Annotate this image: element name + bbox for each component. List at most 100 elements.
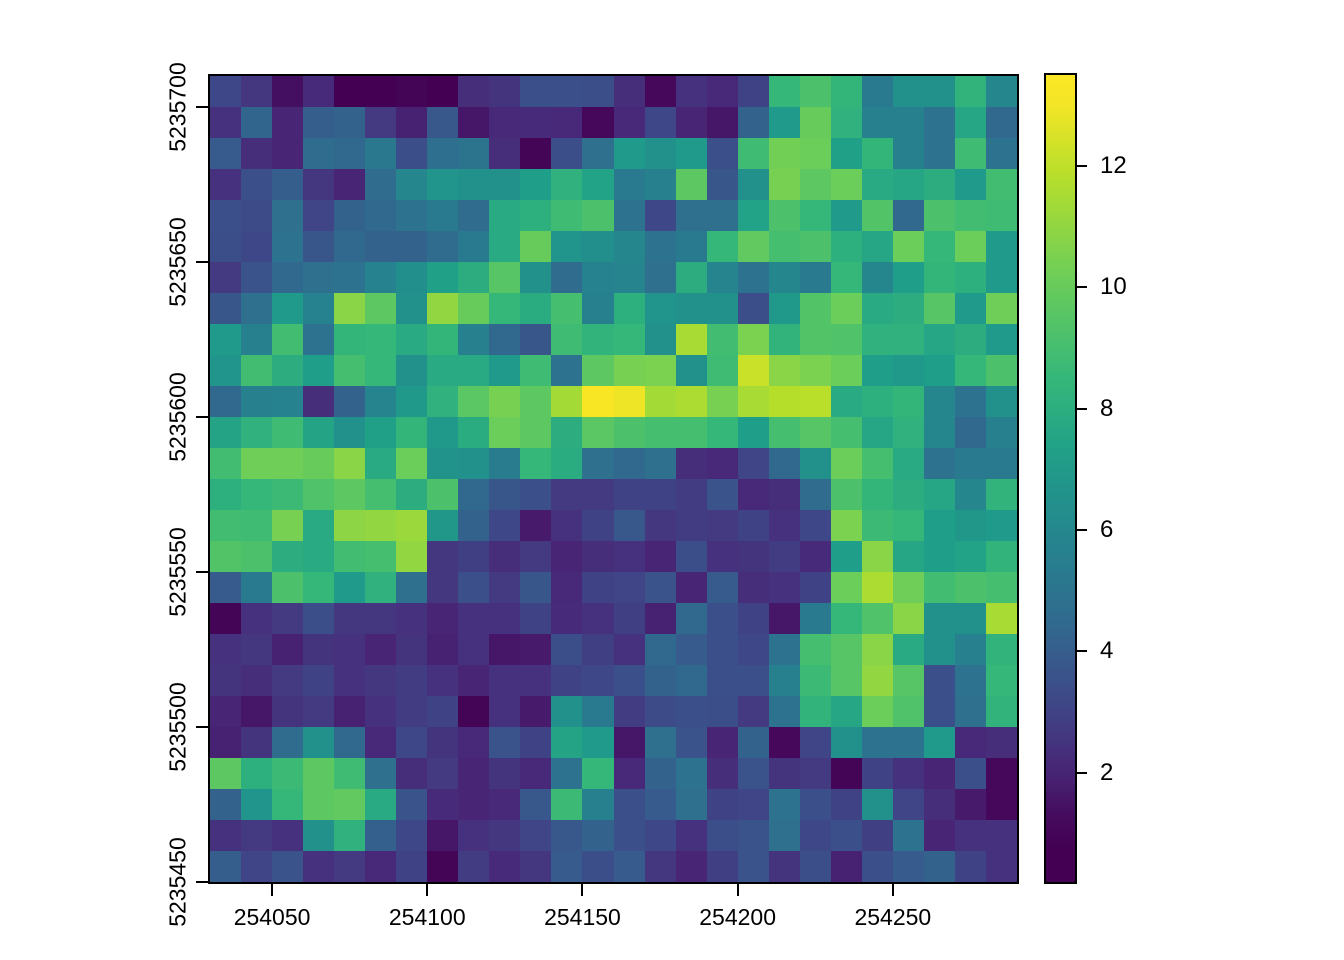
- heatmap-cell: [954, 448, 986, 479]
- heatmap-cell: [892, 479, 924, 510]
- heatmap-cell: [954, 665, 986, 696]
- heatmap-cell: [272, 355, 304, 386]
- heatmap-cell: [861, 107, 893, 138]
- heatmap-cell: [892, 758, 924, 789]
- heatmap-cell: [489, 851, 521, 882]
- heatmap-cell: [520, 138, 552, 169]
- heatmap-cell: [396, 820, 428, 851]
- heatmap-cell: [334, 758, 366, 789]
- heatmap-plot-area: [208, 74, 1019, 884]
- heatmap-cell: [582, 169, 614, 200]
- heatmap-cell: [365, 262, 397, 293]
- heatmap-cell: [830, 324, 862, 355]
- y-tick-label: 5235500: [164, 682, 191, 772]
- heatmap-cell: [458, 634, 490, 665]
- heatmap-cell: [644, 820, 676, 851]
- heatmap-cell: [675, 138, 707, 169]
- heatmap-cell: [861, 851, 893, 882]
- heatmap-cell: [334, 293, 366, 324]
- heatmap-cell: [458, 479, 490, 510]
- heatmap-cell: [644, 758, 676, 789]
- heatmap-cell: [861, 355, 893, 386]
- heatmap-cell: [613, 696, 645, 727]
- heatmap-cell: [551, 603, 583, 634]
- heatmap-cell: [799, 293, 831, 324]
- heatmap-cell: [334, 851, 366, 882]
- heatmap-cell: [551, 107, 583, 138]
- heatmap-cell: [458, 200, 490, 231]
- heatmap-cell: [737, 355, 769, 386]
- heatmap-cell: [613, 572, 645, 603]
- heatmap-cell: [427, 231, 459, 262]
- heatmap-cell: [737, 789, 769, 820]
- heatmap-cell: [396, 727, 428, 758]
- colorbar-tick-mark: [1075, 529, 1087, 532]
- heatmap-cell: [737, 603, 769, 634]
- heatmap-cell: [303, 510, 335, 541]
- heatmap-cell: [272, 789, 304, 820]
- heatmap-cell: [427, 510, 459, 541]
- heatmap-cell: [799, 758, 831, 789]
- heatmap-cell: [210, 696, 242, 727]
- heatmap-cell: [551, 200, 583, 231]
- heatmap-cell: [706, 572, 738, 603]
- heatmap-cell: [737, 200, 769, 231]
- heatmap-cell: [799, 479, 831, 510]
- heatmap-cell: [427, 386, 459, 417]
- heatmap-cell: [241, 541, 273, 572]
- heatmap-cell: [830, 758, 862, 789]
- heatmap-cell: [489, 572, 521, 603]
- colorbar-tick-mark: [1075, 165, 1087, 167]
- heatmap-cell: [644, 107, 676, 138]
- heatmap-cell: [241, 231, 273, 262]
- heatmap-cell: [613, 386, 645, 417]
- heatmap-cell: [737, 665, 769, 696]
- heatmap-cell: [334, 634, 366, 665]
- heatmap-cell: [303, 541, 335, 572]
- heatmap-cell: [551, 479, 583, 510]
- heatmap-cell: [706, 293, 738, 324]
- heatmap-cell: [768, 510, 800, 541]
- heatmap-cell: [303, 386, 335, 417]
- heatmap-cell: [613, 479, 645, 510]
- heatmap-cell: [706, 758, 738, 789]
- heatmap-cell: [985, 665, 1017, 696]
- heatmap-cell: [458, 324, 490, 355]
- heatmap-cell: [737, 138, 769, 169]
- heatmap-cell: [675, 510, 707, 541]
- heatmap-cell: [768, 665, 800, 696]
- heatmap-cell: [675, 76, 707, 107]
- heatmap-cell: [551, 851, 583, 882]
- heatmap-cell: [985, 262, 1017, 293]
- heatmap-cell: [365, 789, 397, 820]
- heatmap-cell: [582, 293, 614, 324]
- heatmap-cell: [675, 169, 707, 200]
- heatmap-cell: [520, 200, 552, 231]
- heatmap-cell: [458, 510, 490, 541]
- heatmap-cell: [272, 386, 304, 417]
- heatmap-cell: [582, 76, 614, 107]
- heatmap-cell: [489, 696, 521, 727]
- heatmap-cell: [768, 386, 800, 417]
- heatmap-cell: [520, 758, 552, 789]
- heatmap-cell: [365, 138, 397, 169]
- heatmap-cell: [520, 262, 552, 293]
- heatmap-cell: [985, 696, 1017, 727]
- y-tick-label: 5235650: [164, 217, 191, 307]
- heatmap-cell: [210, 727, 242, 758]
- heatmap-cell: [985, 324, 1017, 355]
- heatmap-cell: [303, 107, 335, 138]
- heatmap-cell: [830, 634, 862, 665]
- heatmap-cell: [458, 696, 490, 727]
- heatmap-cell: [520, 665, 552, 696]
- heatmap-cell: [985, 634, 1017, 665]
- heatmap-cell: [954, 231, 986, 262]
- heatmap-cell: [489, 727, 521, 758]
- heatmap-cell: [985, 107, 1017, 138]
- heatmap-cell: [923, 603, 955, 634]
- heatmap-cell: [365, 603, 397, 634]
- heatmap-cell: [303, 603, 335, 634]
- heatmap-cell: [768, 820, 800, 851]
- heatmap-cell: [954, 169, 986, 200]
- heatmap-cell: [303, 479, 335, 510]
